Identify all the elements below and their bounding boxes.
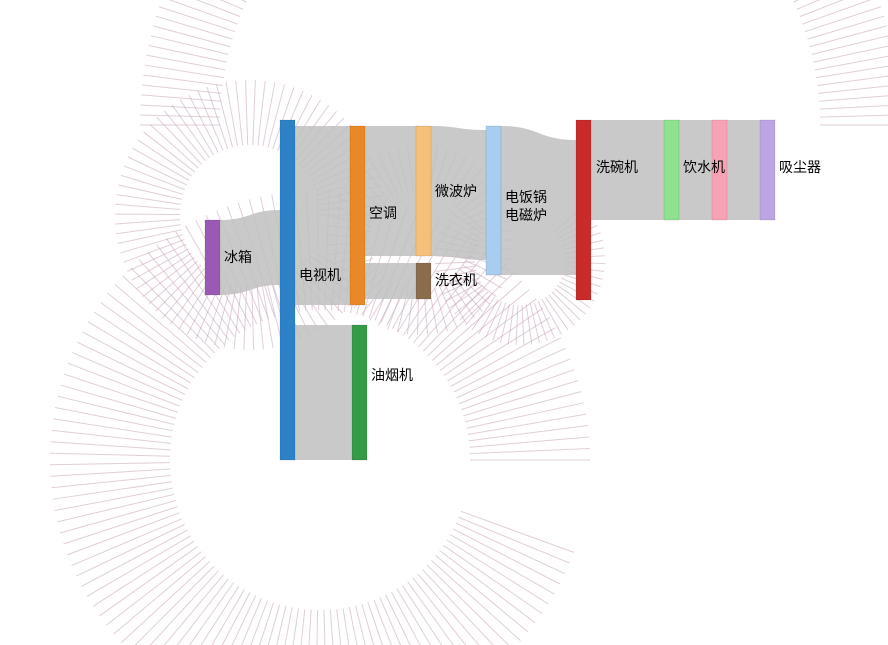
flow-tv-hood bbox=[295, 325, 352, 460]
label-vacuum: 吸尘器 bbox=[779, 159, 821, 175]
node-fridge bbox=[205, 220, 220, 295]
label-washer: 洗衣机 bbox=[435, 272, 477, 288]
label-ac: 空调 bbox=[369, 205, 397, 221]
node-ac bbox=[350, 126, 365, 305]
label-induction: 电磁炉 bbox=[505, 207, 547, 223]
spiral-background bbox=[50, 0, 888, 645]
flow-ac-washer bbox=[365, 263, 416, 299]
label-microwave: 微波炉 bbox=[435, 183, 477, 199]
node-microwave bbox=[416, 126, 431, 256]
label-ricecooker: 电饭锅 bbox=[505, 189, 547, 205]
flow-ac-microwave bbox=[365, 126, 416, 256]
node-dishwasher bbox=[576, 120, 591, 300]
node-ricecooker bbox=[486, 126, 501, 275]
sankey-chart: 冰箱电视机 空调油烟机 微波炉洗衣机 电饭锅电磁炉 洗碗机 饮水机 吸尘器 bbox=[0, 0, 888, 645]
node-dispenser bbox=[664, 120, 679, 220]
flow-pink-vacuum bbox=[727, 120, 760, 220]
node-tv bbox=[280, 120, 295, 460]
label-dishwasher: 洗碗机 bbox=[596, 159, 638, 175]
label-dispenser: 饮水机 bbox=[683, 159, 725, 175]
node-washer bbox=[416, 263, 431, 299]
node-vacuum bbox=[760, 120, 775, 220]
node-hood bbox=[352, 325, 367, 460]
label-tv: 电视机 bbox=[299, 267, 341, 283]
label-fridge: 冰箱 bbox=[224, 249, 252, 265]
label-hood: 油烟机 bbox=[371, 367, 413, 383]
